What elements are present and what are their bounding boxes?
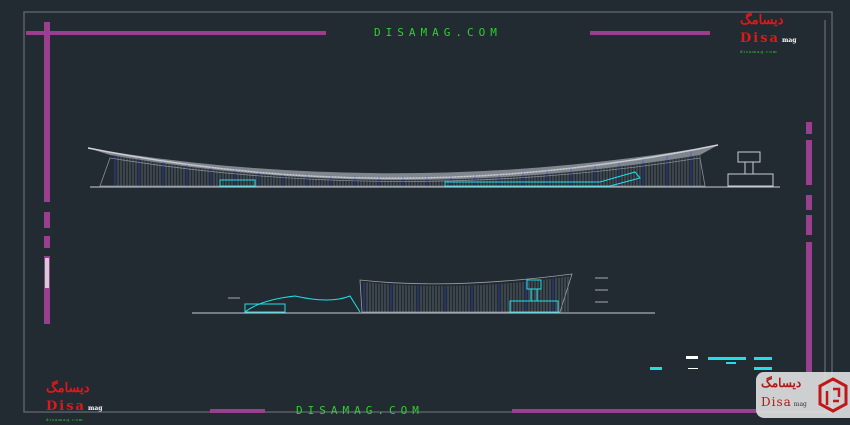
logo-bottom-left: دیسامگ Disa mag disamag.com bbox=[46, 381, 103, 422]
scrollbar-left[interactable] bbox=[45, 258, 49, 288]
elevation-bottom bbox=[192, 273, 655, 314]
isa-cube-icon bbox=[818, 377, 848, 413]
elevation-top bbox=[87, 144, 780, 188]
logo-top-right: دیسامگ Disa mag disamag.com bbox=[740, 13, 797, 54]
title-block-marks bbox=[650, 356, 772, 370]
drawing-border bbox=[23, 11, 833, 413]
watermark-top: DISAMAG.COM bbox=[374, 26, 502, 39]
title-frame bbox=[26, 22, 812, 413]
watermark-bottom: DISAMAG.COM bbox=[296, 404, 424, 417]
corner-logo-badge: دیسامگ Disa mag bbox=[756, 372, 850, 418]
